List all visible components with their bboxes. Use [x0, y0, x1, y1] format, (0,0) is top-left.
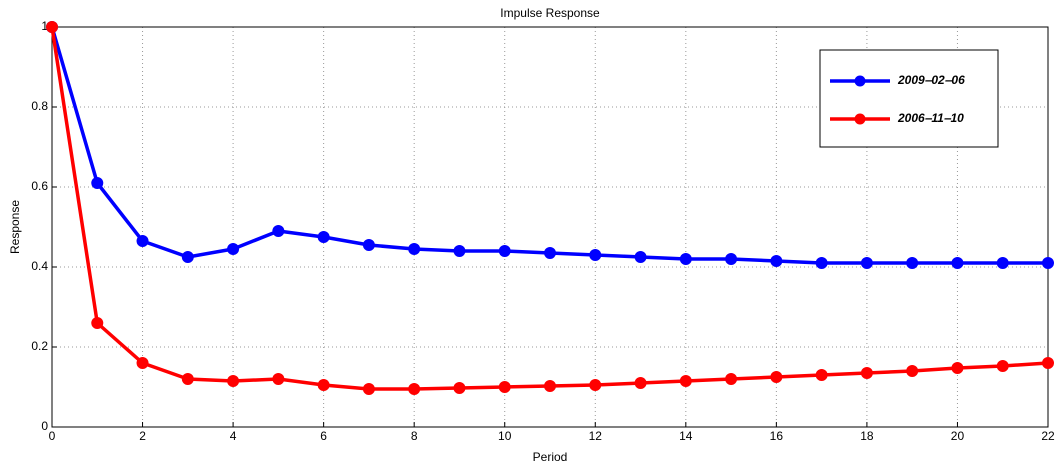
data-point	[181, 373, 194, 385]
data-point	[589, 249, 602, 261]
data-point	[996, 360, 1009, 372]
y-axis-label: Response	[8, 200, 22, 254]
data-point	[589, 379, 602, 391]
x-tick-label: 0	[49, 429, 56, 443]
data-point	[362, 239, 375, 251]
data-point	[91, 317, 104, 329]
data-point	[272, 373, 285, 385]
data-point	[453, 245, 466, 257]
x-tick-label: 16	[770, 429, 784, 443]
data-point	[996, 257, 1009, 269]
data-point	[1042, 357, 1054, 369]
data-point	[860, 367, 873, 379]
legend-marker	[854, 113, 866, 125]
data-point	[46, 21, 58, 33]
y-tick-label: 0.8	[31, 99, 48, 113]
data-point	[725, 373, 738, 385]
x-tick-label: 8	[411, 429, 418, 443]
axes-box	[51, 26, 1049, 428]
y-tick-label: 0.6	[31, 179, 48, 193]
x-tick-label: 14	[679, 429, 693, 443]
data-point	[317, 379, 330, 391]
data-point	[725, 253, 738, 265]
legend-label: 2006‒11‒10	[897, 111, 964, 125]
data-point	[408, 243, 421, 255]
data-point	[634, 251, 647, 263]
data-point	[544, 247, 556, 259]
data-point	[951, 257, 964, 269]
data-point	[770, 371, 783, 383]
data-point	[408, 383, 421, 395]
data-point	[136, 235, 149, 247]
data-point	[544, 380, 556, 392]
data-point	[951, 362, 964, 374]
data-point	[634, 377, 647, 389]
x-tick-label: 10	[498, 429, 512, 443]
data-point	[860, 257, 873, 269]
data-point	[498, 245, 511, 257]
data-point	[906, 257, 919, 269]
data-point	[227, 375, 240, 387]
y-tick-label: 0	[41, 419, 48, 433]
data-point	[453, 382, 466, 394]
x-tick-label: 18	[860, 429, 874, 443]
y-tick-label: 1	[41, 19, 48, 33]
x-tick-label: 4	[230, 429, 237, 443]
data-point	[1042, 257, 1054, 269]
data-point	[498, 381, 511, 393]
data-point	[679, 375, 692, 387]
data-point	[815, 369, 828, 381]
data-point	[770, 255, 783, 267]
data-point	[317, 231, 330, 243]
data-point	[679, 253, 692, 265]
x-axis-label: Period	[533, 450, 568, 464]
x-tick-label: 20	[951, 429, 965, 443]
y-tick-label: 0.4	[31, 259, 48, 273]
x-tick-label: 12	[589, 429, 603, 443]
x-tick-label: 22	[1041, 429, 1055, 443]
legend-box	[819, 49, 999, 148]
data-point	[181, 251, 194, 263]
x-tick-label: 6	[320, 429, 327, 443]
legend-marker	[854, 75, 866, 87]
data-point	[815, 257, 828, 269]
chart-title: Impulse Response	[500, 6, 600, 20]
data-point	[91, 177, 104, 189]
y-tick-label: 0.2	[31, 339, 48, 353]
data-point	[906, 365, 919, 377]
data-point	[227, 243, 240, 255]
data-point	[272, 225, 285, 237]
data-point	[362, 383, 375, 395]
legend-label: 2009‒02‒06	[897, 73, 965, 87]
x-tick-label: 2	[139, 429, 146, 443]
data-point	[136, 357, 149, 369]
